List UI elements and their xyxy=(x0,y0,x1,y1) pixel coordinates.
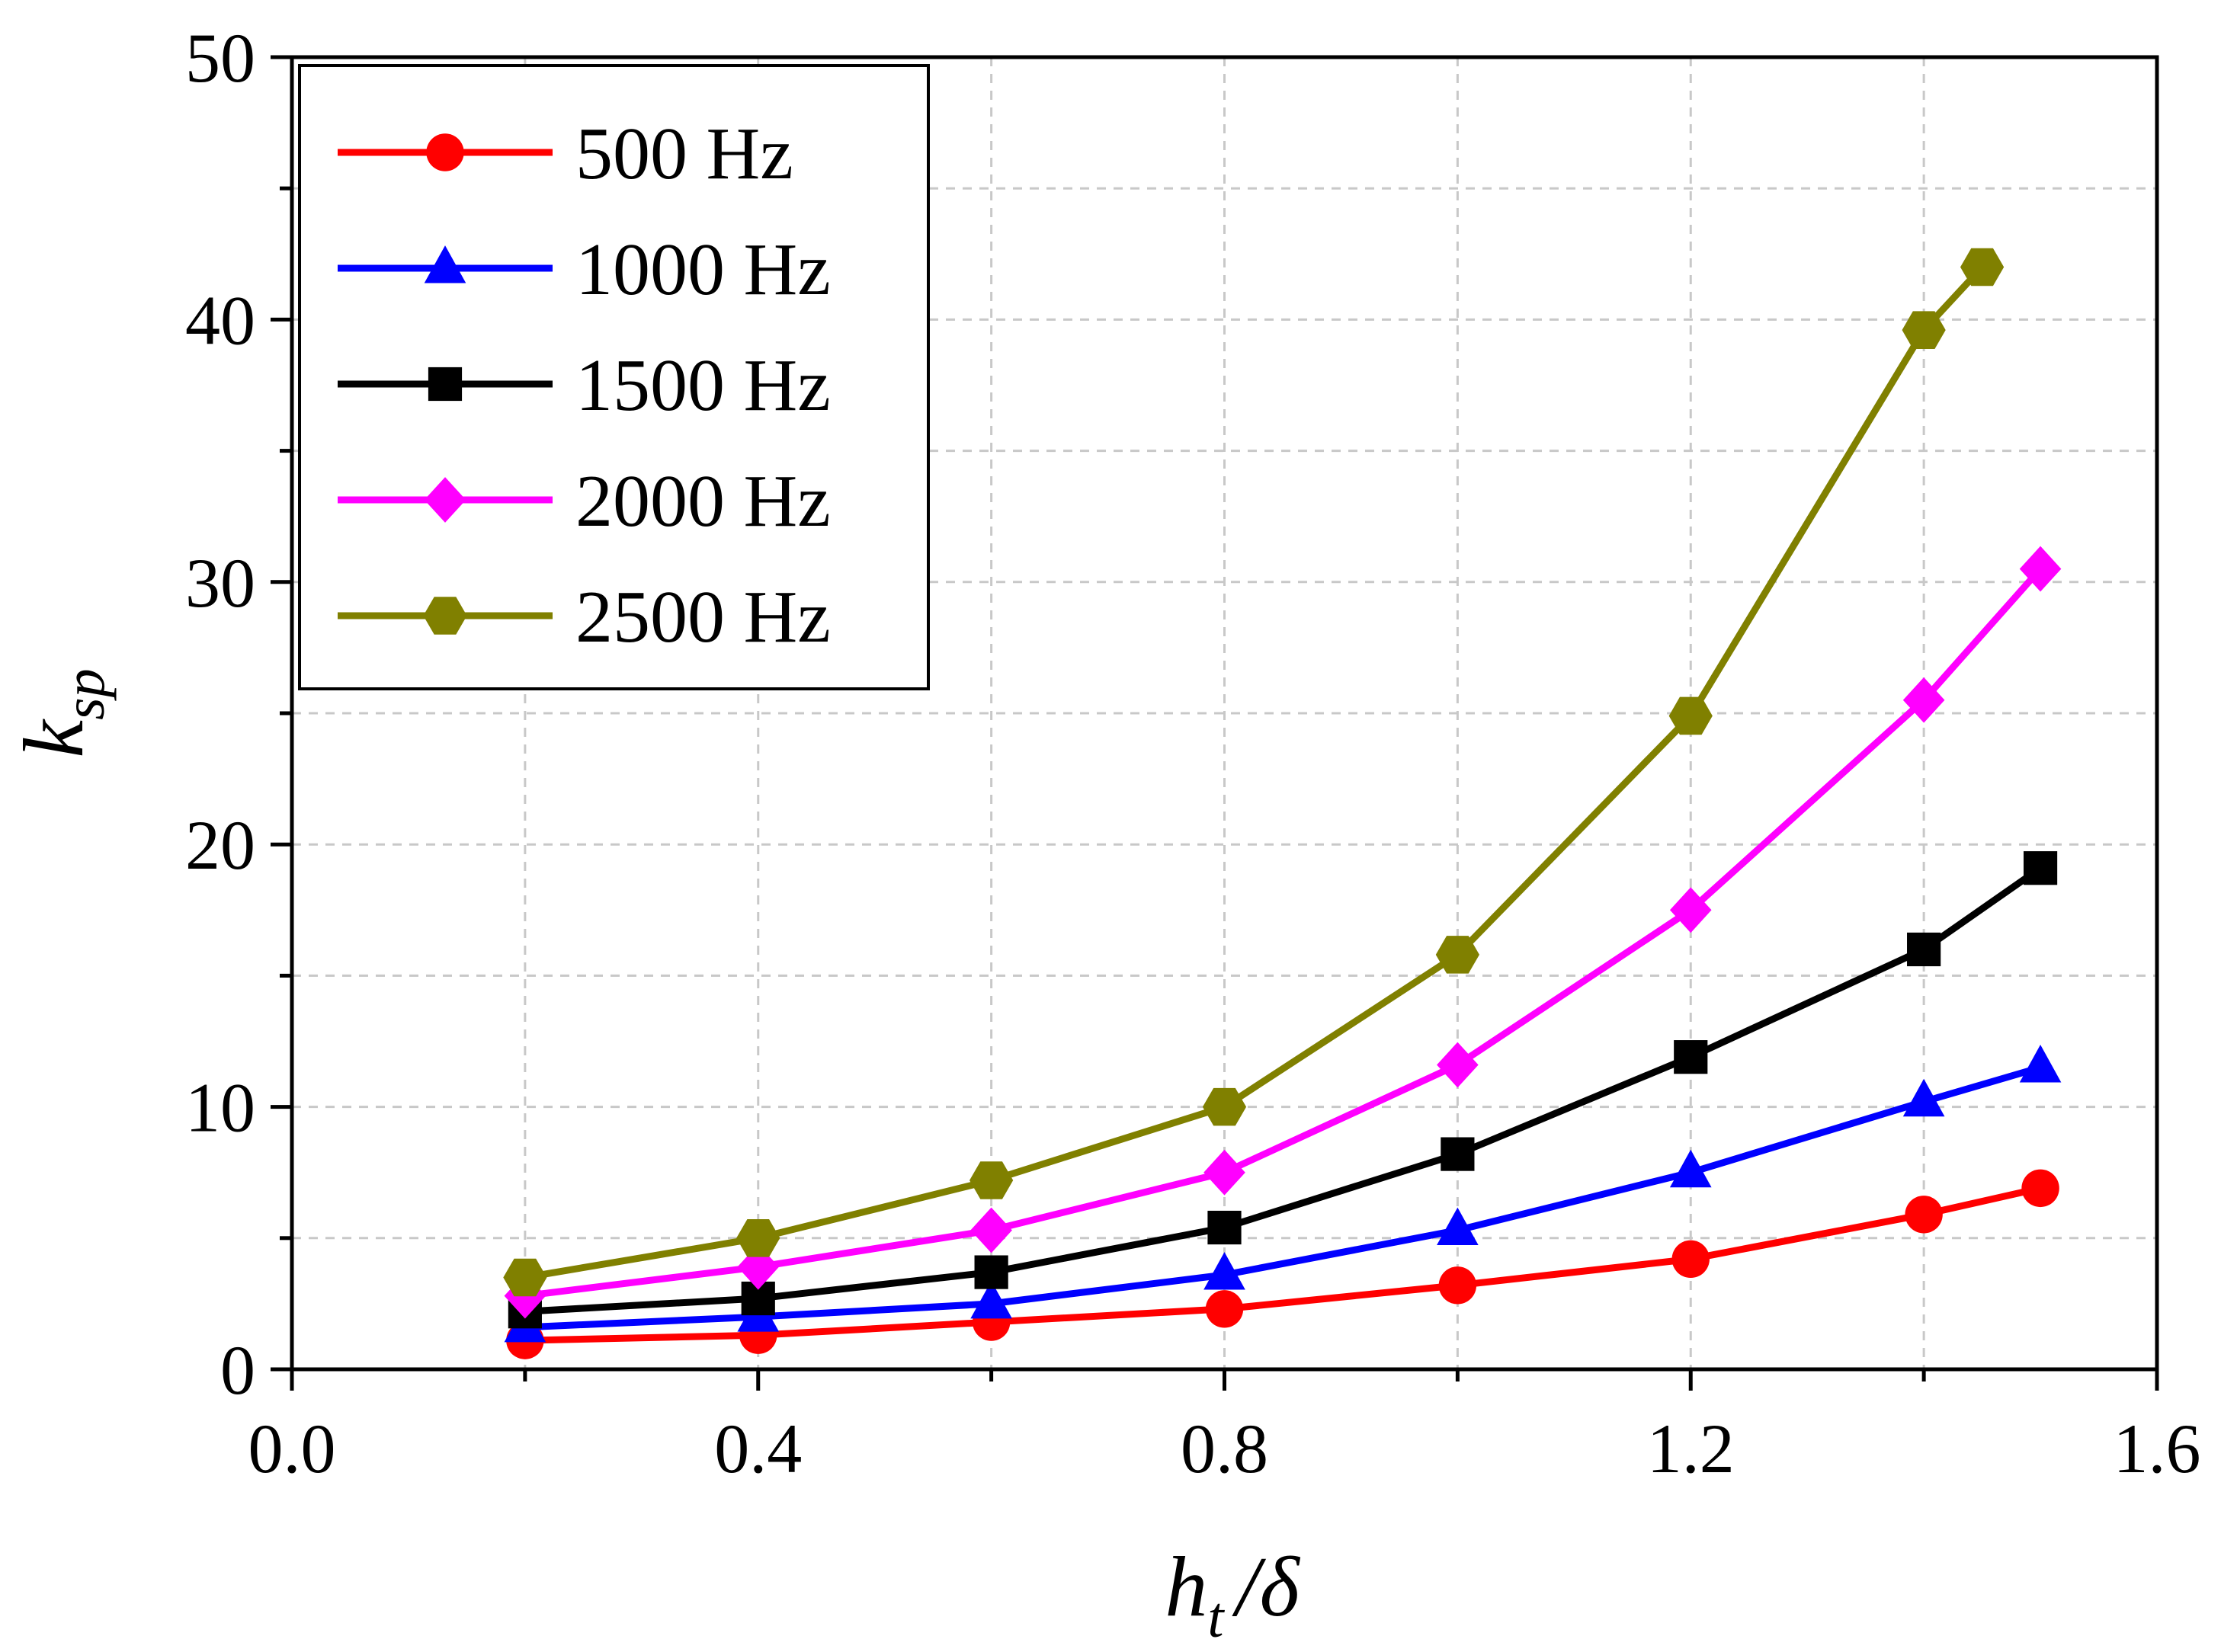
legend-entry: 2500 Hz xyxy=(338,576,831,658)
y-tick-label: 40 xyxy=(185,281,255,359)
legend-label: 500 Hz xyxy=(575,113,793,195)
data-point xyxy=(1674,1040,1708,1074)
data-point xyxy=(736,1219,780,1257)
x-axis-title-subscript: t xyxy=(1207,1586,1225,1650)
x-tick-label: 1.6 xyxy=(2114,1410,2201,1487)
y-tick-label: 50 xyxy=(185,19,255,97)
data-point xyxy=(737,1244,780,1290)
data-point xyxy=(1202,1087,1247,1126)
data-point xyxy=(2023,851,2058,885)
data-point xyxy=(2019,1045,2062,1083)
x-axis-title: ht/δ xyxy=(1165,1540,1300,1650)
y-axis-title-subscript: sp xyxy=(53,668,117,720)
data-point xyxy=(1207,1210,1242,1245)
legend-label: 1500 Hz xyxy=(575,344,831,427)
data-point xyxy=(503,1258,547,1297)
data-point xyxy=(1438,1266,1477,1305)
x-tick-label: 0.8 xyxy=(1181,1410,1268,1487)
series-2500-hz xyxy=(503,248,2005,1297)
data-point xyxy=(1203,1149,1245,1196)
data-point xyxy=(1907,932,1941,967)
legend-marker xyxy=(424,245,466,283)
data-point xyxy=(1902,311,1946,349)
data-point xyxy=(1668,696,1713,735)
data-point xyxy=(1902,1078,1945,1117)
data-point xyxy=(1435,936,1479,974)
data-point xyxy=(969,1161,1014,1199)
series-line xyxy=(524,1184,2042,1344)
legend-box xyxy=(298,64,930,690)
x-tick-label: 1.2 xyxy=(1647,1410,1735,1487)
y-tick-label: 10 xyxy=(185,1069,255,1147)
legend-label: 2500 Hz xyxy=(575,576,831,658)
legend-marker xyxy=(423,597,467,635)
data-point xyxy=(1205,1290,1244,1328)
series-line xyxy=(524,264,1985,1281)
legend-entry: 500 Hz xyxy=(338,113,793,195)
series-line xyxy=(524,865,2043,1315)
data-point xyxy=(1905,1196,1943,1234)
series-line xyxy=(524,566,2043,1300)
data-point xyxy=(1960,248,2005,287)
data-point xyxy=(970,1207,1012,1253)
y-tick-label: 30 xyxy=(185,544,255,622)
x-axis-title-main: h xyxy=(1165,1540,1207,1634)
series-line xyxy=(524,1064,2042,1331)
legend-marker xyxy=(424,477,466,523)
data-point xyxy=(2021,1169,2059,1208)
y-axis-title: ksp xyxy=(7,668,117,757)
y-axis-title-main: k xyxy=(7,719,101,758)
data-point xyxy=(1669,1149,1712,1188)
data-point xyxy=(1203,1252,1245,1290)
data-point xyxy=(1669,887,1712,933)
axis-titles: ht/δ ksp xyxy=(7,668,1301,1650)
data-point xyxy=(1441,1137,1475,1171)
series-layer xyxy=(503,248,2062,1359)
x-tick-label: 0.0 xyxy=(248,1410,336,1487)
data-point xyxy=(1902,677,1945,723)
legend-label: 1000 Hz xyxy=(575,229,831,311)
x-tick-label: 0.4 xyxy=(714,1410,802,1487)
data-point xyxy=(974,1255,1008,1289)
legend-entry: 1500 Hz xyxy=(338,344,831,427)
legend-label: 2000 Hz xyxy=(575,460,831,543)
data-point xyxy=(1437,1207,1479,1245)
data-point xyxy=(970,1281,1012,1319)
data-point xyxy=(1437,1042,1479,1088)
legend-marker xyxy=(426,133,464,171)
legend-marker xyxy=(428,367,463,402)
y-tick-label: 20 xyxy=(185,806,255,884)
data-point xyxy=(2019,546,2062,592)
legend: 500 Hz 1000 Hz 1500 Hz 2000 Hz 2500 Hz xyxy=(298,64,930,690)
data-point xyxy=(1671,1240,1710,1279)
legend-entry: 2000 Hz xyxy=(338,460,831,543)
y-tick-label: 0 xyxy=(220,1331,255,1409)
series-2000-hz xyxy=(504,546,2062,1319)
legend-entry: 1000 Hz xyxy=(338,229,831,311)
x-axis-title-rest: /δ xyxy=(1231,1540,1300,1634)
axes: 0.0 0.4 0.8 1.2 1.6 0 10 20 30 40 50 xyxy=(185,19,2201,1487)
